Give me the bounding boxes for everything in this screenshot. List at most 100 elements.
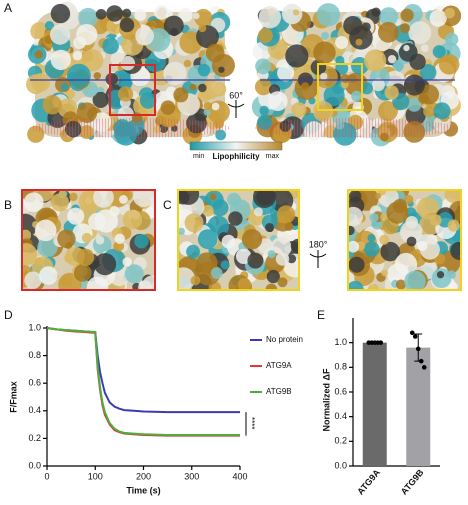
surface-patch (72, 51, 83, 61)
data-point (421, 365, 427, 370)
data-point (412, 334, 418, 339)
surface-patch (377, 101, 398, 121)
surface-patch (26, 74, 46, 95)
surface-patch (323, 84, 345, 107)
panel-label: C (163, 198, 172, 212)
surface-patch (117, 86, 134, 102)
surface-patch (420, 44, 429, 53)
rotation-label: 60° (229, 90, 243, 100)
x-tick-label: 0 (44, 471, 49, 481)
surface-patch (58, 190, 67, 199)
surface-patch (379, 7, 399, 27)
membrane-plane (255, 118, 455, 138)
surface-patch (178, 190, 200, 205)
highlight-box (109, 64, 156, 116)
surface-patch (252, 41, 272, 61)
surface-patch (44, 21, 55, 31)
colorbar-min: min (193, 153, 204, 160)
y-tick-label: 0.0 (334, 460, 347, 470)
surface-patch (267, 250, 276, 259)
panel-frame (21, 189, 156, 291)
surface-patch (399, 23, 410, 34)
surface-patch (105, 72, 119, 86)
bar (362, 342, 387, 466)
surface-patch (50, 24, 71, 45)
surface-patch (403, 74, 425, 96)
surface-patch (95, 8, 107, 20)
surface-patch (375, 192, 382, 200)
surface-patch (193, 12, 200, 20)
rotation-label: 180° (309, 239, 328, 249)
bar (406, 347, 431, 466)
surface-patch (404, 270, 426, 290)
surface-patch (120, 56, 136, 71)
surface-patch (348, 256, 365, 273)
surface-patch (258, 6, 282, 29)
surface-patch (417, 240, 428, 252)
x-tick-label: ATG9B (399, 467, 426, 497)
surface-patch (259, 105, 269, 116)
surface-patch (300, 82, 310, 91)
surface-patch (190, 275, 201, 286)
surface-patch (81, 49, 104, 72)
surface (22, 190, 155, 290)
series-line (46, 327, 240, 436)
series-line (46, 327, 240, 437)
y-tick-label: 0.6 (28, 378, 41, 388)
surface-patch (95, 235, 105, 245)
legend-label: No protein (266, 335, 303, 344)
surface-patch (196, 252, 218, 274)
surface-patch (406, 236, 417, 247)
surface-patch (277, 64, 295, 82)
surface-patch (348, 74, 358, 84)
surface-patch (255, 58, 272, 75)
surface-patch (141, 275, 155, 290)
y-axis-label: Normalized ΔF (321, 368, 331, 431)
surface-patch (290, 238, 299, 254)
surface-patch (416, 197, 439, 220)
surface-patch (241, 229, 263, 250)
surface-patch (392, 59, 405, 72)
surface-patch (432, 45, 446, 59)
surface-patch (67, 63, 91, 88)
surface-patch (387, 54, 397, 64)
surface-patch (394, 252, 418, 276)
surface-patch (228, 211, 243, 226)
panel-frame (177, 189, 300, 291)
surface (178, 190, 299, 290)
surface-patch (184, 213, 204, 233)
panel-label: B (4, 198, 12, 212)
surface-patch (24, 271, 42, 289)
surface-patch (270, 236, 292, 258)
panel-label: A (4, 1, 12, 15)
surface-patch (364, 49, 387, 72)
surface-patch (265, 283, 278, 290)
surface-patch (281, 3, 303, 25)
y-tick-label: 0.6 (334, 386, 347, 396)
surface-patch (348, 225, 355, 236)
surface-patch (363, 241, 380, 257)
surface-patch (369, 213, 379, 223)
surface-patch (340, 73, 350, 84)
y-tick-label: 1.0 (28, 322, 41, 332)
surface-patch (237, 277, 252, 290)
surface-patch (139, 92, 157, 109)
surface-patch (60, 82, 69, 91)
surface-patch (429, 9, 447, 27)
surface-patch (160, 100, 176, 115)
surface-patch (419, 64, 437, 81)
surface-patch (321, 31, 330, 40)
surface-patch (42, 95, 62, 115)
series-line (46, 327, 240, 414)
y-axis-label: F/Fmax (8, 381, 18, 413)
surface-patch (429, 214, 442, 226)
surface-patch (94, 253, 117, 276)
colorbar (189, 141, 283, 151)
surface-patch (93, 72, 101, 80)
x-axis-label: Time (s) (126, 485, 160, 495)
surface-patch (211, 81, 227, 97)
surface-patch (372, 78, 385, 92)
surface-patch (335, 55, 345, 65)
surface-patch (438, 54, 460, 75)
